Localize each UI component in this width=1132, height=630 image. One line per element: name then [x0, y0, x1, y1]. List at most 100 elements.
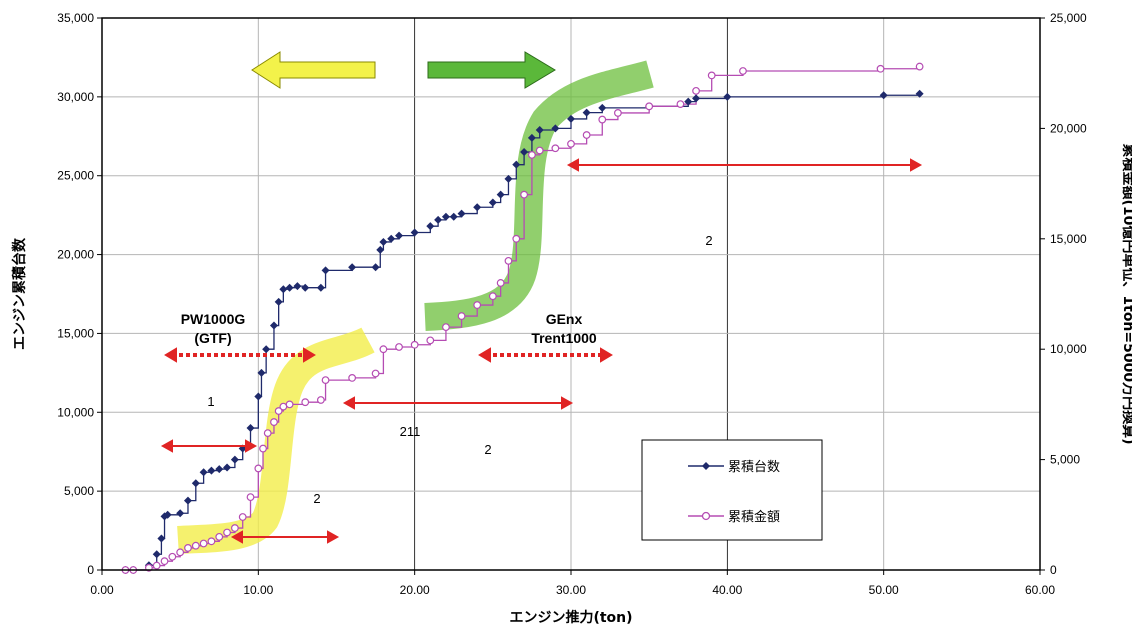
- series2-point: [676, 100, 685, 109]
- series1-point: [879, 91, 888, 100]
- series2-point: [274, 407, 283, 415]
- series1-point: [279, 285, 288, 294]
- annotation-211: 211: [400, 424, 421, 439]
- series2-point: [457, 312, 466, 320]
- series2-point: [316, 396, 325, 404]
- x-tick-label: 60.00: [1025, 583, 1055, 597]
- annotation-1: 1: [207, 394, 214, 409]
- legend-series2-label: 累積金額: [728, 509, 780, 525]
- left-arrow-icon: [251, 51, 376, 89]
- series2-point: [488, 292, 497, 301]
- series2-point: [263, 429, 272, 438]
- series2-point: [215, 532, 224, 541]
- legend: 累積台数 累積金額: [641, 439, 823, 541]
- series2-point: [379, 345, 388, 354]
- series1-point: [157, 534, 166, 543]
- range-arrow-pw-head-right: [303, 347, 316, 363]
- range-arrow-a-head-right: [245, 439, 258, 453]
- series1-point: [488, 198, 497, 207]
- series1-point: [410, 228, 419, 237]
- series1-point: [457, 209, 466, 218]
- series1-point: [376, 245, 385, 254]
- series1-point: [473, 203, 482, 212]
- series2-point: [520, 190, 528, 199]
- series2-point: [876, 64, 885, 73]
- series1-point: [348, 263, 357, 272]
- series2-point: [238, 513, 247, 521]
- series2-point: [410, 340, 419, 349]
- series1-point: [426, 222, 435, 231]
- genx-label: GEnx: [546, 311, 583, 327]
- series1-point: [496, 190, 505, 199]
- series1-point: [379, 237, 388, 246]
- series2-point: [168, 552, 177, 561]
- series1-point: [535, 125, 544, 134]
- y-tick-label: 25,000: [57, 169, 94, 183]
- series-markers: [121, 62, 924, 574]
- series1-point: [598, 103, 607, 112]
- range-arrow-c-head-right: [561, 396, 574, 410]
- series1-point: [176, 509, 185, 518]
- series1-point: [285, 283, 294, 292]
- series2-point: [551, 144, 560, 153]
- series2-point: [246, 493, 255, 502]
- series1-point: [316, 283, 325, 292]
- y-tick-label: 0: [87, 563, 94, 577]
- series2-point: [645, 102, 654, 111]
- pw1000g-label: PW1000G: [181, 311, 246, 327]
- series2-point: [426, 336, 435, 345]
- series1-point: [207, 466, 216, 475]
- series1-point: [254, 392, 263, 401]
- yellow-highlight-band: [177, 327, 375, 554]
- y2-tick-label: 20,000: [1050, 121, 1087, 135]
- series2-point: [395, 343, 403, 351]
- legend-box: [641, 439, 823, 541]
- series2-point: [152, 561, 161, 570]
- series1-point: [274, 297, 283, 306]
- series2-point: [176, 548, 185, 557]
- series2-point: [915, 62, 924, 71]
- x-axis-title: エンジン推力(ton): [509, 609, 632, 626]
- x-tick-label: 30.00: [556, 583, 586, 597]
- series1-point: [551, 124, 560, 133]
- series1-point: [215, 465, 224, 474]
- x-tick-label: 50.00: [869, 583, 899, 597]
- range-arrow-genx-head-right: [600, 347, 613, 363]
- series2-point: [348, 374, 357, 382]
- y-axis-title: エンジン累積台数: [11, 237, 28, 350]
- range-arrow-d-head-right: [910, 158, 923, 172]
- range-arrows: [160, 158, 923, 544]
- series1-point: [441, 212, 450, 221]
- trent1000-label: Trent1000: [531, 330, 597, 346]
- y2-axis-title: 累積金額(10億円単位、1ton=5000万円換算): [1120, 144, 1132, 445]
- range-arrow-b-head-left: [230, 530, 243, 544]
- legend-series1-marker: [702, 462, 710, 470]
- series2-point: [692, 86, 700, 95]
- series1-point: [163, 510, 172, 519]
- series1-point: [387, 234, 396, 243]
- series2-point: [285, 400, 294, 409]
- series2-point: [223, 528, 231, 537]
- series2-point: [230, 524, 239, 532]
- annotation-2a: 2: [484, 442, 491, 457]
- series2-point: [582, 131, 591, 139]
- series2-point: [614, 109, 622, 117]
- y-tick-label: 5,000: [64, 484, 94, 498]
- annotation-2b: 2: [313, 491, 320, 506]
- series2-point: [535, 146, 544, 155]
- series2-point: [512, 234, 521, 243]
- series1-point: [684, 97, 693, 106]
- series2-point: [739, 67, 747, 75]
- series2-point: [160, 557, 169, 566]
- series2-point: [567, 139, 575, 148]
- series1-point: [449, 212, 458, 221]
- series2-point: [496, 279, 505, 287]
- range-arrow-d-head-left: [566, 158, 579, 172]
- green-highlight-band: [424, 60, 654, 331]
- series2-point: [301, 398, 310, 407]
- series1-point: [520, 148, 529, 157]
- y-tick-label: 10,000: [57, 405, 94, 419]
- series1-point: [504, 174, 513, 183]
- range-arrow-genx-head-left: [478, 347, 491, 363]
- y2-tick-label: 15,000: [1050, 232, 1087, 246]
